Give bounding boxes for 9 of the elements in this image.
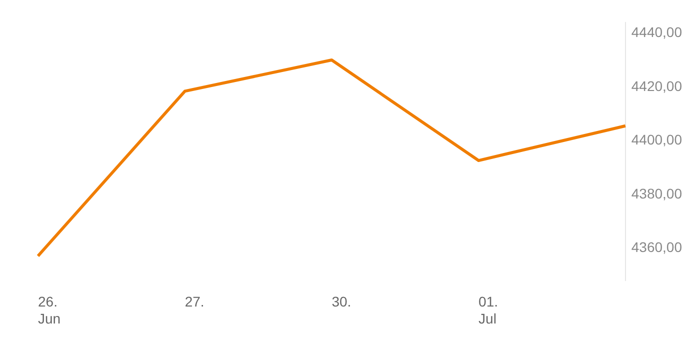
x-tick-label: 30. [332,294,352,310]
y-tick-label: 4420,00 [631,78,682,94]
x-tick-label: 26. Jun [38,294,61,326]
y-tick-label: 4400,00 [631,132,682,148]
y-tick-label: 4380,00 [631,185,682,202]
x-tick-label: 01. Jul [478,294,498,326]
x-tick-label: 27. [184,294,204,310]
y-tick-label: 4440,00 [631,24,682,40]
y-tick-label: 4360,00 [631,239,682,256]
